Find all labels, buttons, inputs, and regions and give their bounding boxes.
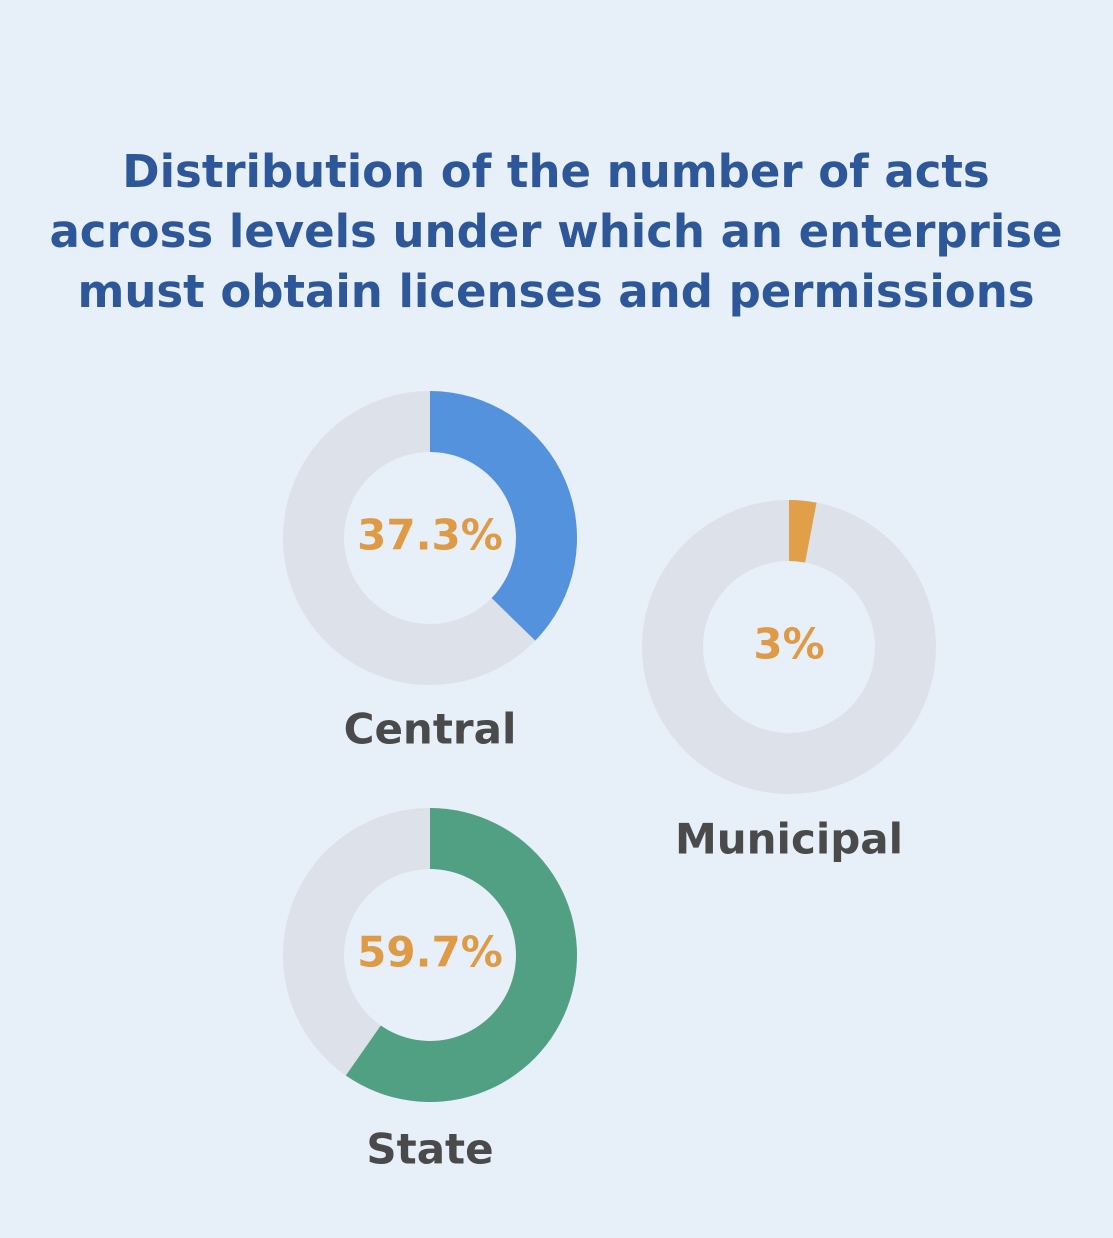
category-label: Municipal <box>675 815 903 864</box>
chart-title: across levels under which an enterprise <box>49 205 1062 258</box>
chart-title: Distribution of the number of acts <box>122 145 989 198</box>
category-label: State <box>366 1125 493 1174</box>
category-label: Central <box>344 705 517 754</box>
donut-segment <box>430 391 578 641</box>
value-label: 3% <box>753 620 824 669</box>
chart-title: must obtain licenses and permissions <box>77 265 1034 318</box>
donut-segment <box>345 808 577 1102</box>
value-label: 37.3% <box>357 511 503 560</box>
value-label: 59.7% <box>357 928 503 977</box>
donut-segment <box>789 500 817 563</box>
